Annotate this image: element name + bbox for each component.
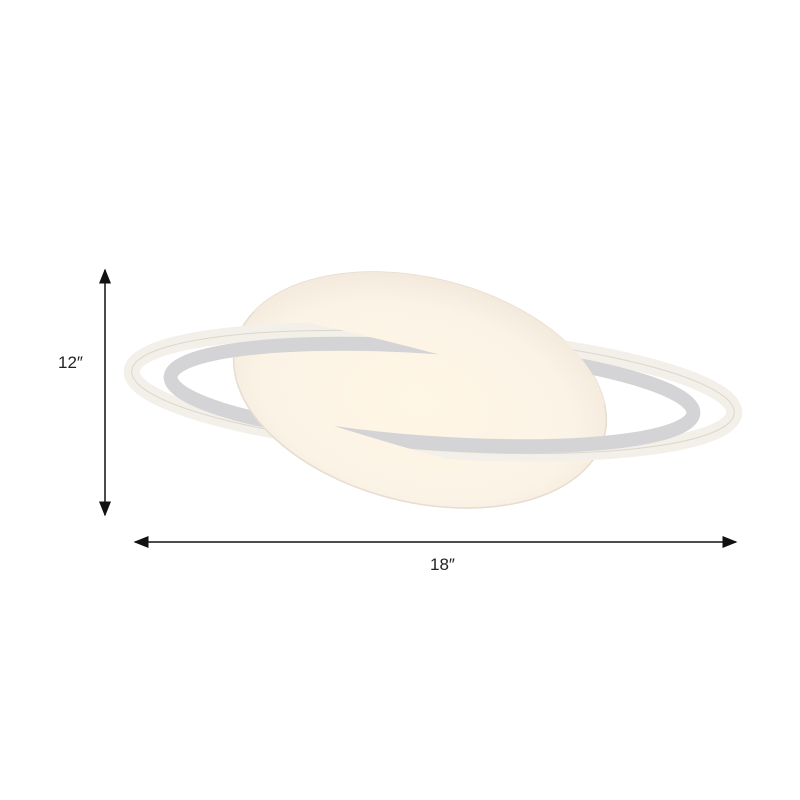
width-label: 18″ bbox=[430, 555, 455, 574]
height-label: 12″ bbox=[58, 353, 83, 372]
